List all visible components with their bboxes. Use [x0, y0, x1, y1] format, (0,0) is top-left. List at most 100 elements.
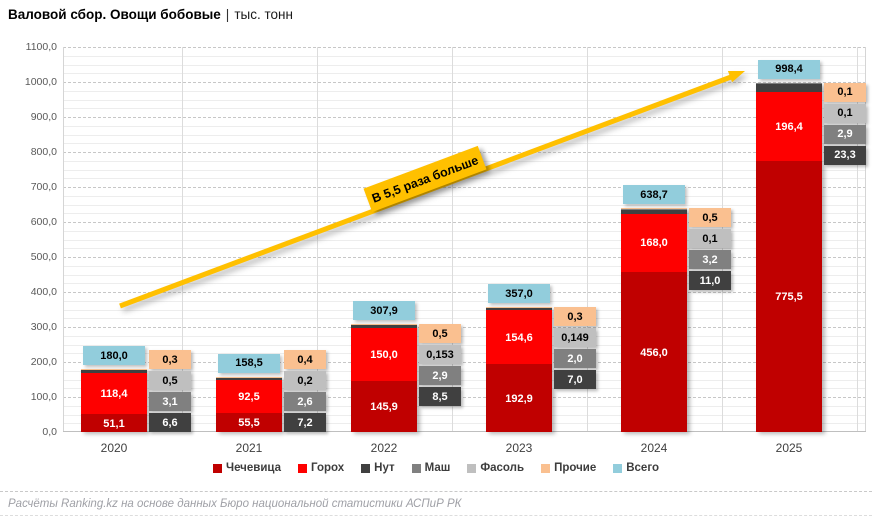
callout-other-2021: 0,4 — [284, 350, 326, 369]
bar-2024: 456,0 168,0 — [621, 208, 687, 432]
segment-chickpeas-2023 — [486, 307, 552, 311]
total-label-2025: 998,4 — [758, 59, 820, 79]
gridline-minor — [63, 318, 866, 320]
chart-title: Валовой сбор. Овощи бобовые | тыс. тонн — [8, 7, 293, 22]
segment-peas-2022 — [351, 328, 417, 381]
segment-lentils-2025 — [756, 160, 822, 432]
callout-mung-bean-2021: 2,6 — [284, 392, 326, 411]
legend-item: Маш — [411, 462, 451, 474]
plot-area: 0,0 100,0 200,0 300,0 400,0 500,0 600,0 700,0 80… — [25, 41, 866, 455]
x-axis-label-2025: 2025 — [775, 441, 803, 455]
x-axis-line — [63, 431, 866, 432]
legend-item: Нут — [361, 462, 395, 474]
callout-other-2023: 0,3 — [554, 307, 596, 327]
x-axis-label-2021: 2021 — [235, 441, 263, 455]
gridline-major — [63, 397, 866, 398]
column-separator — [857, 47, 858, 432]
segment-peas-2020 — [81, 372, 147, 415]
y-tick-label: 300,0 — [30, 320, 57, 333]
gridline-minor — [63, 90, 866, 92]
legend-item: Всего — [613, 462, 659, 474]
legend-label: Прочие — [554, 462, 597, 474]
segment-mung-bean-2021 — [216, 376, 282, 378]
gridline-major — [63, 82, 866, 83]
y-tick-label: 900,0 — [30, 110, 57, 123]
segment-mung-bean-2024 — [621, 208, 687, 210]
segment-chickpeas-2020 — [81, 370, 147, 373]
y-tick-label: 700,0 — [30, 180, 57, 193]
segment-peas-2025 — [756, 91, 822, 161]
legend-label: Всего — [626, 462, 659, 474]
gridline-minor — [63, 379, 866, 381]
callout-mung-bean-2023: 2,0 — [554, 349, 596, 369]
gridline-major — [63, 362, 866, 363]
legend-swatch-icon — [613, 463, 623, 473]
callout-beans-2020: 0,5 — [149, 371, 191, 390]
segment-label-peas-2023: 154,6 — [505, 331, 533, 344]
gridline-minor — [63, 143, 866, 145]
segment-mung-bean-2025 — [756, 82, 822, 84]
plot-left-border — [63, 47, 64, 432]
segment-mung-bean-2023 — [486, 307, 552, 308]
segment-chickpeas-2024 — [621, 209, 687, 214]
bar-2020: 51,1 118,4 — [81, 369, 147, 432]
gridline-minor — [63, 213, 866, 215]
gridline-minor — [63, 370, 866, 372]
source-note: Расчёты Ranking.kz на основе данных Бюро… — [0, 491, 872, 516]
gridline-minor — [63, 344, 866, 346]
gridline-major — [63, 222, 866, 223]
x-axis-label-2024: 2024 — [640, 441, 668, 455]
y-tick-label: 100,0 — [30, 390, 57, 403]
gridline-minor — [63, 195, 866, 197]
bar-2023: 192,9 154,6 — [486, 307, 552, 432]
callout-other-2020: 0,3 — [149, 350, 191, 369]
segment-lentils-2023 — [486, 364, 552, 432]
gridline-major — [63, 47, 866, 48]
callout-mung-bean-2020: 3,1 — [149, 392, 191, 411]
x-axis-label-2020: 2020 — [100, 441, 128, 455]
gridline-minor — [63, 300, 866, 302]
legend-label: Горох — [311, 462, 345, 474]
gridline-minor — [63, 99, 866, 101]
callout-beans-2022: 0,153 — [419, 345, 461, 365]
callout-beans-2025: 0,1 — [824, 103, 866, 123]
legend-label: Чечевица — [225, 462, 281, 474]
legend-item: Прочие — [541, 462, 596, 474]
segment-label-lentils-2025: 775,5 — [775, 290, 803, 303]
y-tick-label: 500,0 — [30, 250, 57, 263]
y-tick-label: 600,0 — [30, 215, 57, 228]
segment-mung-bean-2020 — [81, 369, 147, 371]
legend-swatch-icon — [541, 463, 551, 473]
title-separator: | — [225, 7, 230, 22]
segment-peas-2023 — [486, 310, 552, 365]
legend-label: Маш — [424, 462, 451, 474]
gridline-minor — [63, 55, 866, 57]
gridline-minor — [63, 388, 866, 390]
total-label-2020: 180,0 — [83, 346, 145, 365]
gridline-minor — [63, 248, 866, 250]
callout-chickpeas-2021: 7,2 — [284, 413, 326, 432]
callout-other-2024: 0,5 — [689, 208, 731, 228]
chart-unit-label: тыс. тонн — [234, 7, 293, 22]
segment-mung-bean-2022 — [351, 324, 417, 326]
bar-2021: 55,5 92,5 — [216, 376, 282, 432]
chart-title-text: Валовой сбор. Овощи бобовые — [8, 7, 221, 22]
callout-chickpeas-2020: 6,6 — [149, 413, 191, 432]
y-tick-label: 400,0 — [30, 285, 57, 298]
callout-mung-bean-2022: 2,9 — [419, 366, 461, 386]
y-tick-label: 1100,0 — [25, 40, 57, 53]
legend-item: Горох — [298, 462, 344, 474]
legend-swatch-icon — [411, 463, 421, 473]
y-tick-label: 0,0 — [42, 425, 57, 438]
total-label-2024: 638,7 — [623, 185, 685, 205]
legend-item: Фасоль — [467, 462, 524, 474]
segment-lentils-2020 — [81, 414, 147, 432]
total-label-2022: 307,9 — [353, 301, 415, 321]
bar-2025: 775,5 196,4 — [756, 82, 822, 432]
gridline-minor — [63, 405, 866, 407]
gridline-major — [63, 292, 866, 293]
y-tick-label: 1000,0 — [24, 75, 57, 88]
gridline-major — [63, 257, 866, 258]
callout-chickpeas-2022: 8,5 — [419, 387, 461, 407]
callout-other-2022: 0,5 — [419, 324, 461, 344]
